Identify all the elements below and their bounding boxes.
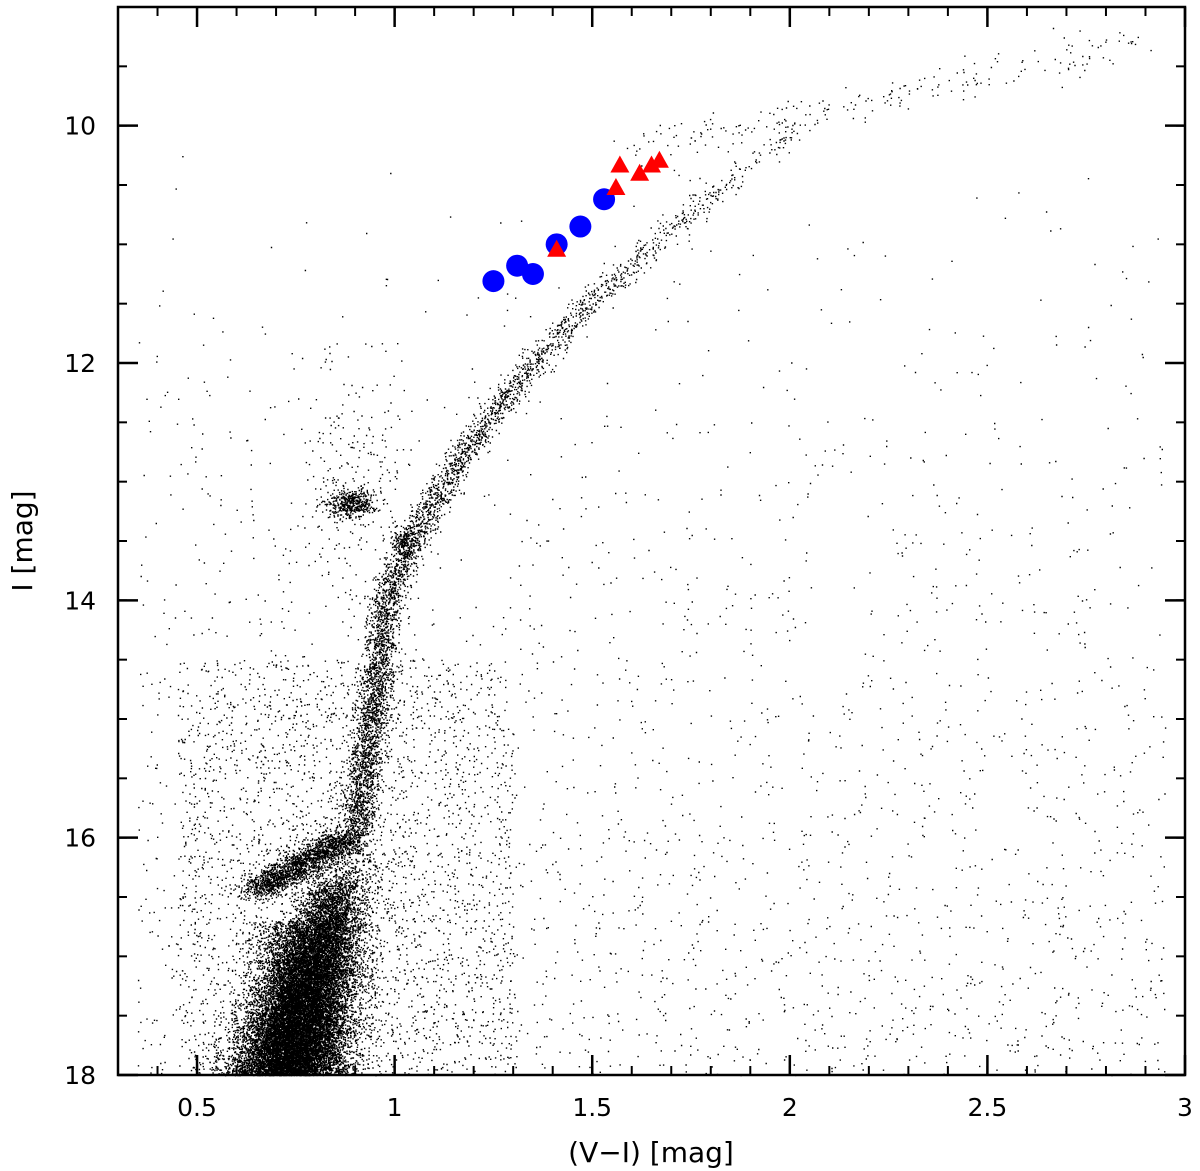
x-tick-label: 0.5 <box>177 1093 217 1122</box>
field-star-points <box>137 27 1167 1077</box>
red-triangle-point <box>610 155 630 173</box>
field-stars <box>137 27 1167 1077</box>
x-tick-label: 2.5 <box>968 1093 1008 1122</box>
red-triangle-point <box>642 155 661 173</box>
plot-frame <box>116 5 1187 1077</box>
red-triangle-point <box>649 150 669 168</box>
x-tick-label: 3 <box>1177 1093 1193 1122</box>
red-triangle-point <box>547 239 567 257</box>
x-tick-label: 2 <box>782 1093 798 1122</box>
x-axis-label: (V−I) [mag] <box>568 1136 734 1169</box>
y-tick-label: 18 <box>64 1061 96 1090</box>
y-tick-label: 14 <box>64 586 96 615</box>
y-axis-label: I [mag] <box>6 490 39 591</box>
red-triangle-point <box>606 178 626 196</box>
y-tick-label: 10 <box>64 112 96 141</box>
blue-circle-point <box>569 215 592 238</box>
blue-circle-point <box>521 263 544 285</box>
y-tick-label: 16 <box>64 824 96 853</box>
y-tick-label: 12 <box>64 349 96 378</box>
x-tick-label: 1.5 <box>572 1093 612 1122</box>
red-triangle-point <box>630 163 650 181</box>
highlighted-stars <box>482 150 669 293</box>
x-tick-label: 1 <box>387 1093 403 1122</box>
x-axis-ticks: 0.5 1 1.5 2 2.5 3 <box>117 7 1193 1122</box>
blue-circle-point <box>482 270 505 293</box>
